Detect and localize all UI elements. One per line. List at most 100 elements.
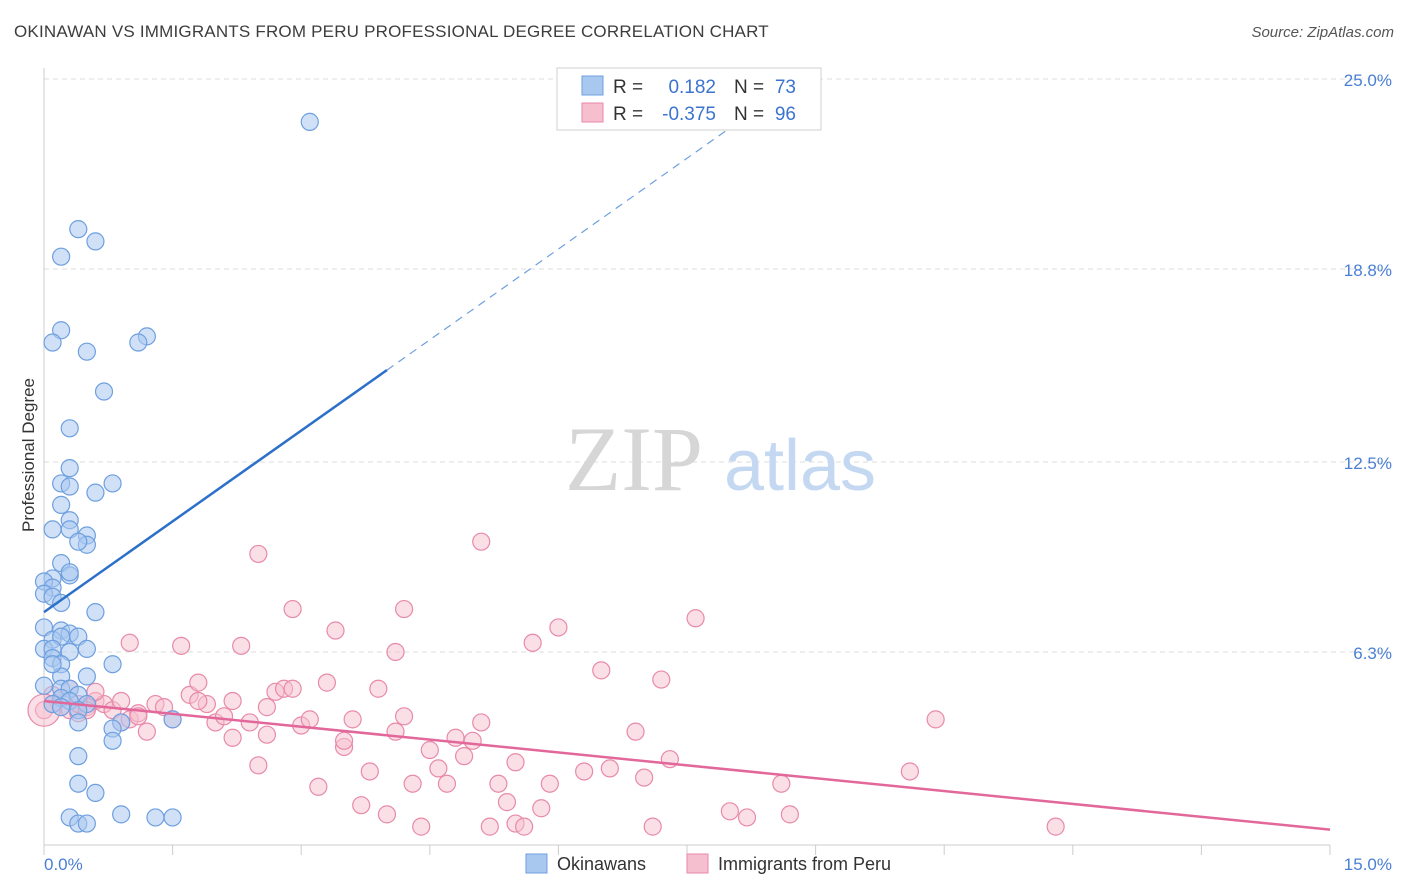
- legend-pink-swatch: [581, 102, 604, 123]
- peru-point: [772, 774, 791, 793]
- peru-point: [737, 808, 757, 827]
- peru-point: [352, 796, 371, 815]
- trend-lines: [43, 127, 1331, 831]
- peru-point: [283, 599, 302, 619]
- peru-point: [137, 722, 156, 741]
- peru-point: [592, 661, 611, 680]
- okinawan-point: [69, 747, 88, 766]
- peru-point: [394, 599, 414, 619]
- okinawan-point: [86, 783, 105, 803]
- x-tick-label: 0.0%: [44, 855, 83, 874]
- peru-point: [412, 817, 431, 836]
- peru-point: [472, 713, 491, 732]
- legend-n-label-1: N =: [734, 77, 764, 98]
- y-tick-label: 25.0%: [1344, 71, 1392, 90]
- legend-n-value-2: 96: [775, 104, 796, 125]
- peru-point: [189, 673, 208, 692]
- okinawan-point: [77, 639, 96, 659]
- okinawan-point: [103, 474, 122, 493]
- legend-n-value-1: 73: [775, 77, 796, 98]
- okinawan-point: [52, 495, 71, 514]
- peru-points: [27, 532, 1065, 836]
- peru-point: [780, 805, 799, 824]
- x-tick-label: 15.0%: [1344, 855, 1392, 874]
- okinawan-point: [69, 220, 88, 239]
- peru-point: [643, 817, 662, 836]
- peru-point: [386, 642, 405, 662]
- okinawan-point: [86, 232, 105, 251]
- peru-point: [472, 532, 491, 551]
- okinawan-point: [52, 593, 71, 613]
- peru-point: [463, 731, 482, 750]
- watermark-zip: ZIP: [565, 408, 703, 510]
- peru-point: [515, 817, 534, 836]
- okinawan-point: [60, 477, 79, 496]
- chart-title: OKINAWAN VS IMMIGRANTS FROM PERU PROFESS…: [14, 22, 769, 41]
- watermark-atlas: atlas: [724, 426, 876, 506]
- grid-lines: [44, 78, 1392, 653]
- bottom-legend-okinawans: Okinawans: [557, 854, 646, 874]
- peru-point: [223, 691, 242, 711]
- bottom-legend-pink-swatch: [686, 853, 709, 874]
- legend-r-label-1: R =: [613, 77, 643, 98]
- peru-point: [369, 679, 388, 698]
- legend-n-label-2: N =: [734, 104, 764, 125]
- peru-point: [283, 679, 302, 698]
- okinawan-point: [112, 805, 131, 824]
- peru-point: [249, 544, 268, 564]
- peru-point: [549, 618, 568, 637]
- legend-r-value-1: 0.182: [668, 77, 716, 98]
- okinawan-point: [69, 774, 88, 793]
- peru-point: [120, 633, 139, 652]
- peru-point: [575, 762, 594, 781]
- okinawan-point: [77, 667, 96, 686]
- peru-point: [720, 802, 739, 821]
- peru-point: [257, 698, 277, 717]
- peru-point: [506, 753, 525, 772]
- okinawan-point: [43, 520, 62, 539]
- okinawan-trend-extension: [386, 127, 731, 371]
- peru-point: [652, 670, 671, 689]
- okinawan-point: [86, 483, 105, 502]
- bottom-legend: Okinawans Immigrants from Peru: [525, 853, 891, 874]
- legend-r-value-2: -0.375: [662, 104, 716, 125]
- okinawan-point: [60, 563, 79, 582]
- peru-point: [249, 756, 268, 775]
- y-axis-label: Professional Degree: [19, 378, 38, 532]
- okinawan-point: [43, 333, 62, 352]
- peru-point: [626, 722, 645, 741]
- peru-point: [532, 799, 551, 818]
- peru-point: [403, 774, 422, 793]
- tick-labels: 6.3% 12.5% 18.8% 25.0% 0.0% 15.0%: [44, 71, 1392, 874]
- peru-point: [926, 710, 945, 729]
- peru-point: [437, 774, 457, 793]
- okinawan-point: [86, 603, 105, 622]
- peru-point: [394, 707, 414, 726]
- peru-point: [223, 728, 242, 747]
- peru-point: [377, 805, 397, 824]
- bottom-legend-peru: Immigrants from Peru: [718, 854, 891, 874]
- peru-point: [214, 707, 234, 726]
- peru-point: [326, 621, 345, 640]
- peru-point: [497, 793, 517, 812]
- peru-point: [429, 759, 448, 778]
- okinawan-point: [103, 731, 122, 750]
- y-tick-label: 12.5%: [1344, 454, 1392, 473]
- okinawan-point: [163, 808, 182, 827]
- peru-point: [489, 774, 508, 793]
- okinawan-point: [34, 676, 54, 695]
- okinawan-point: [60, 419, 79, 438]
- okinawan-point: [52, 247, 71, 266]
- legend-blue-swatch: [581, 75, 604, 96]
- top-legend: R = 0.182 N = 73 R = -0.375 N = 96: [556, 67, 822, 131]
- peru-point: [172, 636, 191, 655]
- peru-point: [600, 759, 619, 778]
- okinawan-trend-line: [43, 369, 388, 614]
- peru-point: [232, 636, 251, 655]
- peru-point: [343, 710, 362, 729]
- okinawan-point: [146, 808, 165, 827]
- peru-point: [540, 774, 559, 793]
- okinawan-point: [77, 814, 96, 833]
- peru-point: [334, 731, 354, 750]
